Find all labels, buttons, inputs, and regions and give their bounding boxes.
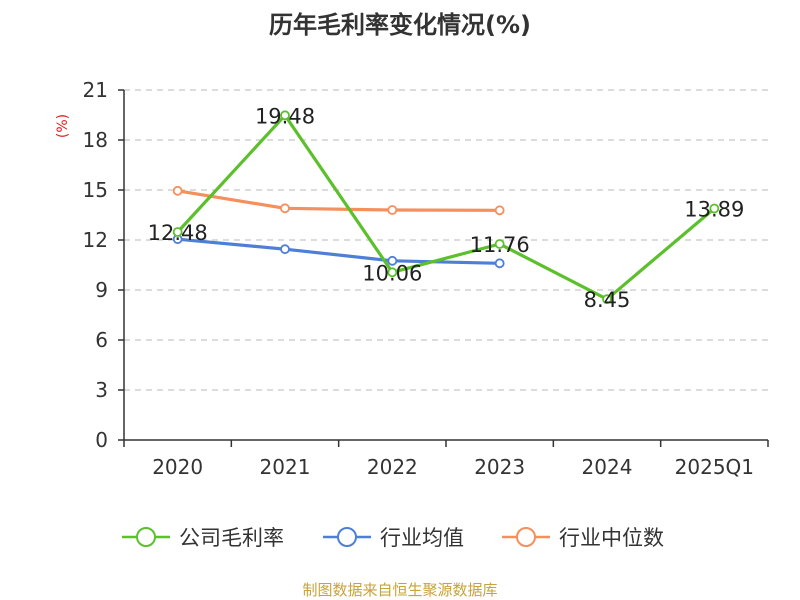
chart-title: 历年毛利率变化情况(%) [269,11,531,39]
y-tick-label: 18 [83,128,108,152]
legend-marker [136,527,156,547]
y-tick-label: 6 [95,328,108,352]
data-label: 10.06 [362,261,422,285]
x-tick-label: 2024 [582,455,633,479]
data-point [172,227,183,237]
legend-label: 行业均值 [380,526,464,550]
legend-marker [337,527,357,547]
series-0 [172,110,720,305]
legend-item: 公司毛利率 [122,526,284,550]
y-tick-label: 21 [83,78,108,102]
y-tick-label: 9 [95,278,108,302]
series-2 [172,185,505,216]
data-point [280,110,290,121]
data-point [280,203,290,214]
y-tick-label: 12 [83,228,108,252]
x-tick-label: 2020 [152,455,203,479]
x-tick-label: 2021 [260,455,311,479]
data-label: 13.89 [684,198,744,222]
data-point [387,205,398,215]
y-axis-label: (%) [55,114,71,138]
data-point [709,203,720,214]
x-tick-label: 2023 [474,455,525,479]
source-note: 制图数据来自恒生聚源数据库 [302,581,497,599]
data-point [280,244,290,255]
series-line [177,237,500,265]
legend-item: 行业均值 [323,526,464,550]
data-label: 12.48 [148,221,208,245]
data-point [494,205,505,216]
data-point [172,185,183,196]
legend-item: 行业中位数 [502,526,664,550]
x-tick-label: 2025Q1 [675,455,754,479]
data-label: 11.76 [470,233,530,257]
data-point [602,294,612,305]
legend-marker [516,527,536,547]
gridlines [124,89,768,391]
data-point [387,255,398,266]
data-label: 8.45 [584,288,631,312]
data-label: 19.48 [255,104,315,128]
legend: 公司毛利率 行业均值 行业中位数 [122,526,664,550]
series-1 [172,234,505,269]
data-point [494,258,505,269]
series-lines [172,110,720,305]
y-tick-label: 15 [83,178,108,202]
legend-label: 公司毛利率 [179,526,284,550]
legend-label: 行业中位数 [559,526,664,550]
series-line [177,189,500,212]
data-point [494,239,505,249]
series-line [176,113,716,301]
y-tick-label: 0 [95,428,108,452]
y-tick-label: 3 [95,378,108,402]
x-tick-label: 2022 [367,455,418,479]
data-labels: 12.48 19.48 10.06 11.76 8.45 13.89 [148,104,745,312]
data-point [387,267,398,278]
axes: 0 3 6 9 12 15 18 21 2020 2021 2022 2023 2024 2025Q1 [83,78,769,479]
